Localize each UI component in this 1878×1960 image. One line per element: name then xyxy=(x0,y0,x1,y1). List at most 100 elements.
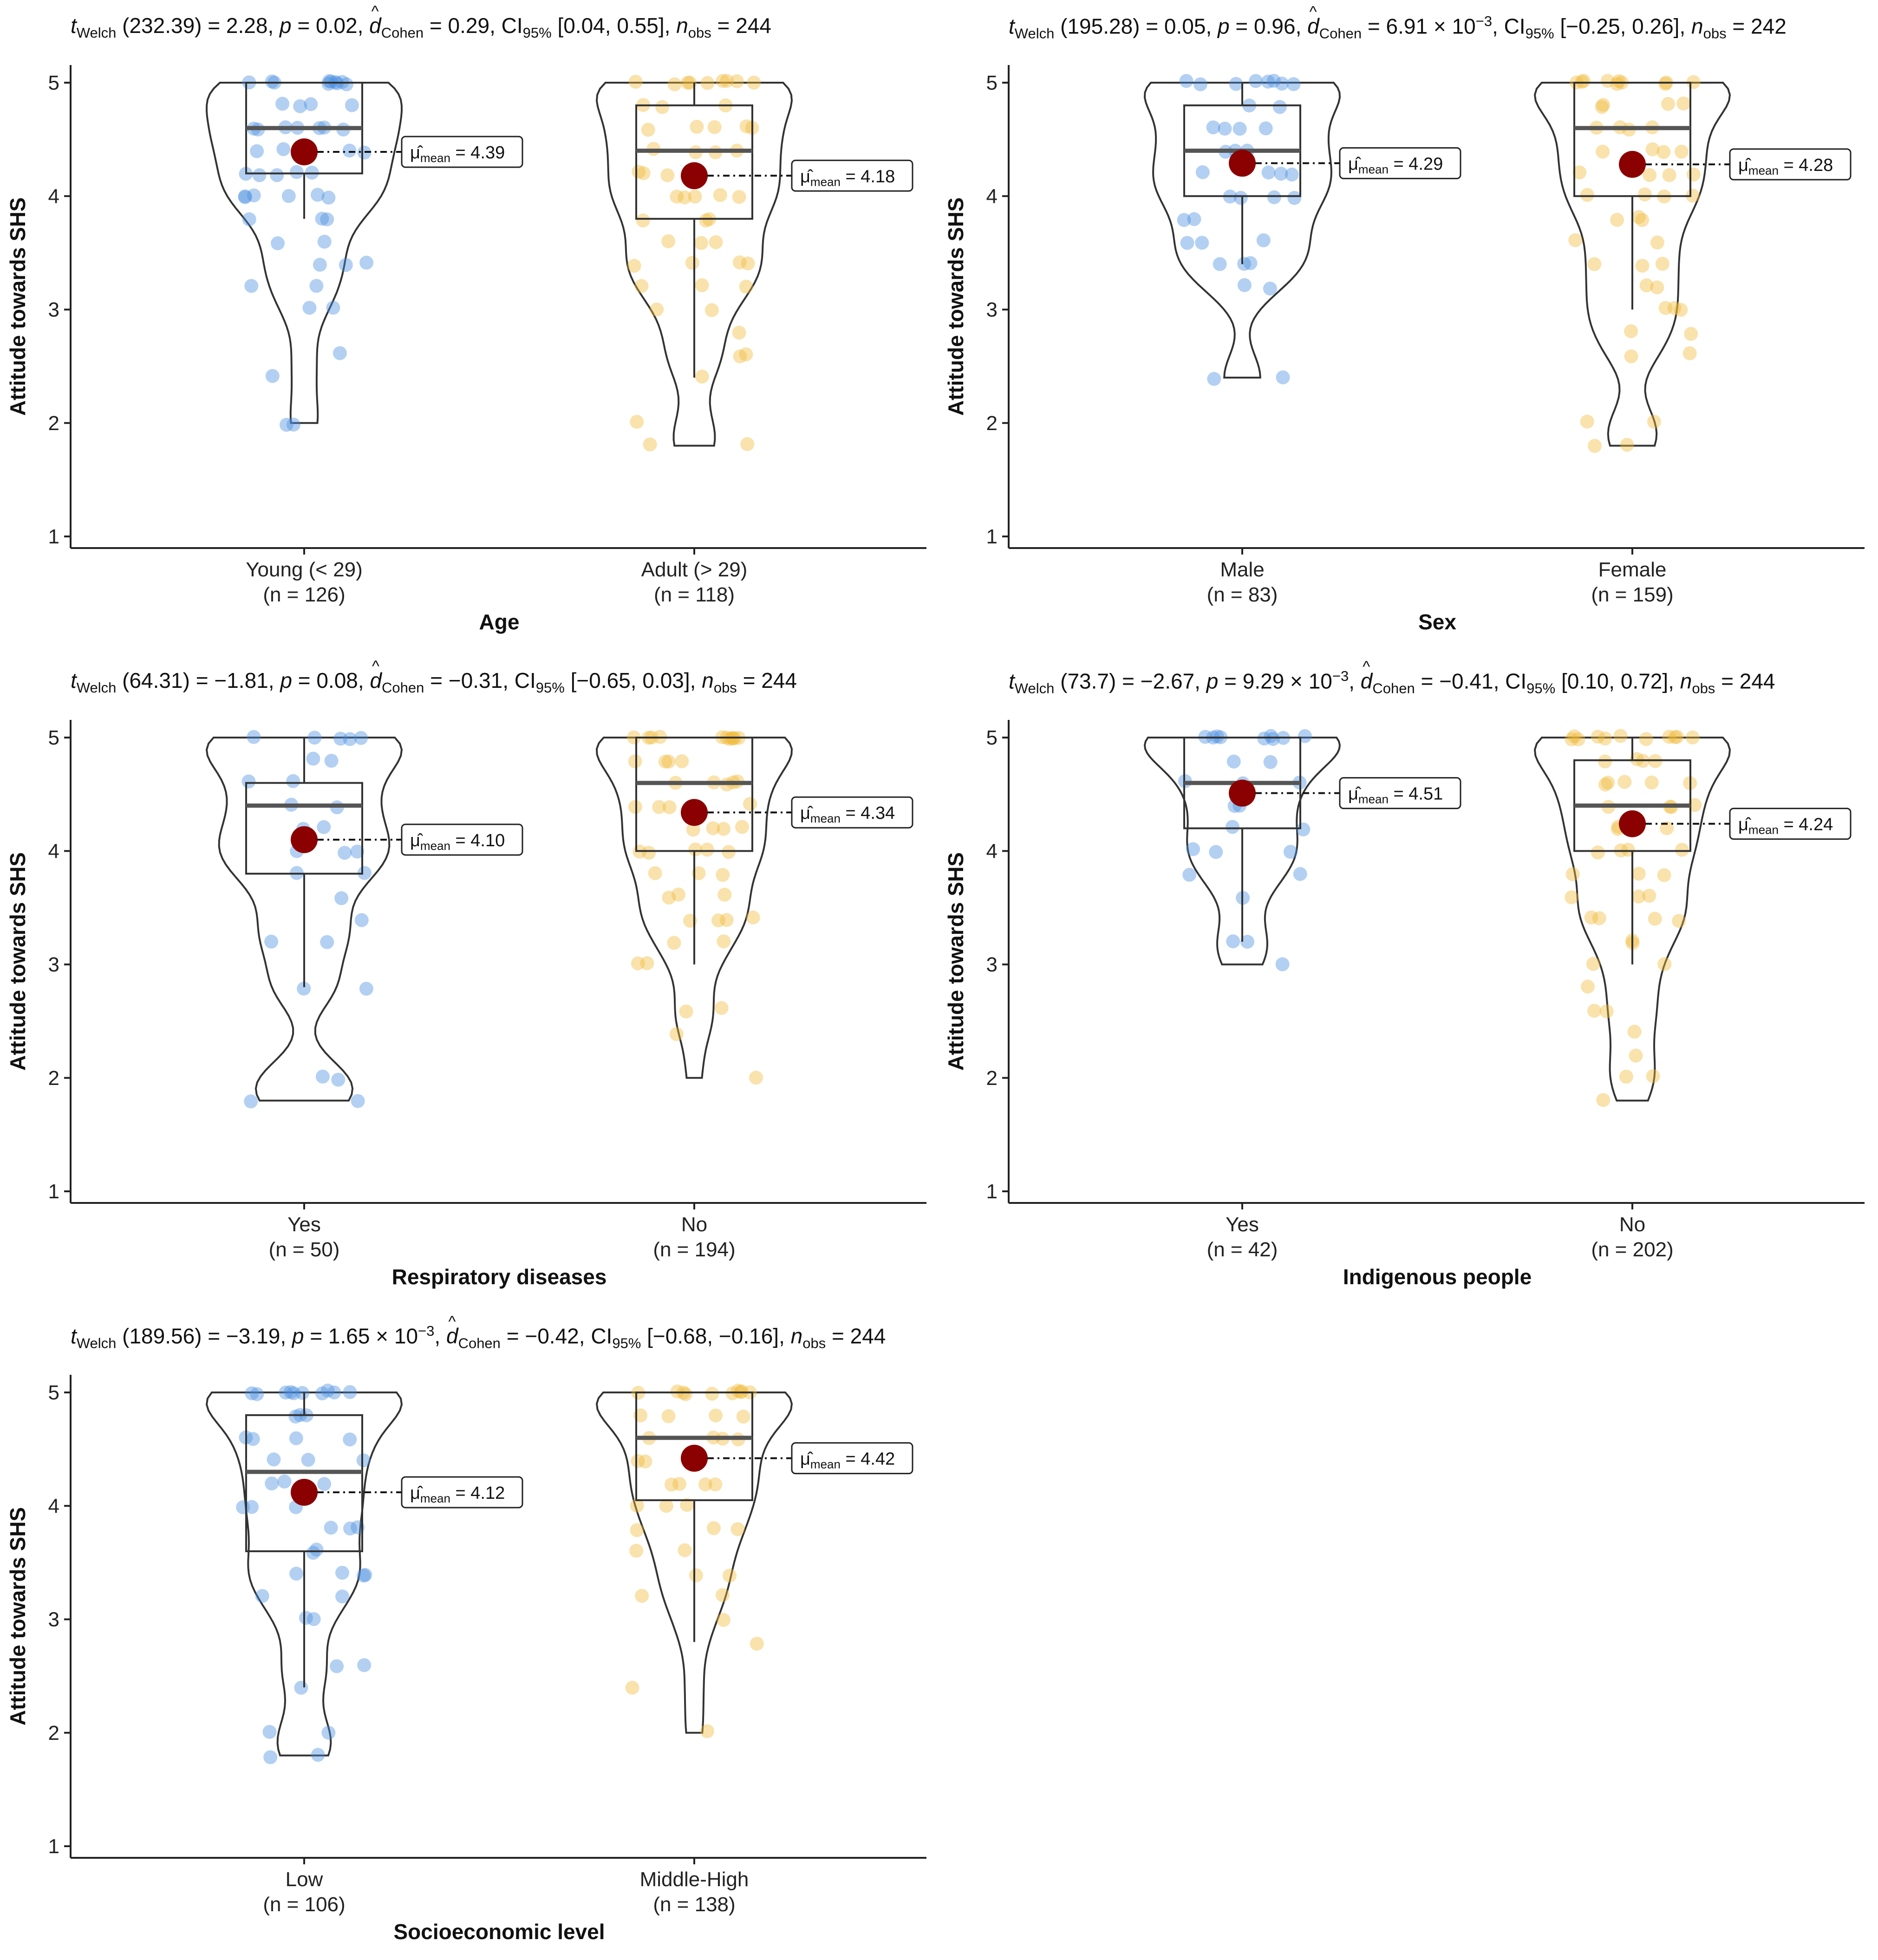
data-point xyxy=(1624,324,1638,339)
stat-ci: [0.10, 0.72] xyxy=(1561,669,1669,693)
y-tick-label: 1 xyxy=(48,525,59,548)
data-point xyxy=(1264,729,1278,743)
data-point xyxy=(1676,96,1691,111)
data-point xyxy=(688,189,702,204)
data-point xyxy=(267,1452,281,1467)
violin-1 xyxy=(595,82,793,447)
data-point xyxy=(636,166,651,180)
box-1 xyxy=(635,1392,753,1502)
data-point xyxy=(1643,168,1657,182)
data-point xyxy=(1611,74,1626,88)
data-point xyxy=(357,145,372,160)
data-point xyxy=(1226,754,1241,769)
stats-subtitle: tWelch (195.28) = 0.05, p = 0.96, dCohen… xyxy=(1009,3,1787,42)
mean-label-box xyxy=(401,1476,523,1509)
stat-nobs: 242 xyxy=(1751,14,1787,39)
data-point xyxy=(679,1004,693,1019)
data-point xyxy=(311,1748,325,1762)
group-label: Adult (> 29) xyxy=(641,558,748,581)
data-point xyxy=(640,956,654,970)
group-label: No xyxy=(1619,1213,1646,1236)
data-point xyxy=(1682,346,1697,360)
data-point xyxy=(634,279,649,293)
data-point xyxy=(287,1386,301,1400)
data-point xyxy=(732,255,747,269)
data-point xyxy=(247,188,261,203)
data-point xyxy=(652,800,666,814)
mean-label-box xyxy=(1729,808,1852,840)
data-point xyxy=(1588,439,1602,453)
data-point xyxy=(669,1027,684,1041)
data-point xyxy=(708,1477,723,1491)
mean-label: μ̂mean = 4.28 xyxy=(1738,156,1833,177)
data-point xyxy=(1226,820,1239,834)
data-point xyxy=(333,732,348,746)
data-point xyxy=(1298,729,1312,743)
data-point xyxy=(1620,438,1634,452)
data-point xyxy=(739,280,753,294)
data-point xyxy=(1657,868,1671,882)
data-point xyxy=(288,1409,303,1424)
mean-value: 4.10 xyxy=(470,831,505,850)
data-point xyxy=(263,1750,278,1764)
y-tick-label: 4 xyxy=(48,840,59,862)
mean-label: μ̂mean = 4.10 xyxy=(410,831,505,853)
mean-label: μ̂mean = 4.51 xyxy=(1348,784,1443,806)
data-point xyxy=(338,846,352,860)
data-point xyxy=(343,1385,357,1399)
group-label: Female xyxy=(1598,558,1667,581)
data-point xyxy=(709,1408,723,1423)
stat-d: 6.91 × 10 xyxy=(1386,14,1476,39)
data-point xyxy=(627,259,641,273)
data-point xyxy=(1598,732,1612,746)
y-tick-label: 4 xyxy=(48,1495,59,1517)
violin-0 xyxy=(1143,82,1341,379)
data-point xyxy=(1631,210,1646,224)
mean-label: μ̂mean = 4.24 xyxy=(1738,815,1833,837)
data-point xyxy=(717,934,731,948)
mean-equals: = xyxy=(1389,784,1408,804)
data-point xyxy=(335,1566,349,1580)
data-point xyxy=(244,279,259,293)
stat-d-exp: −3 xyxy=(1475,13,1493,29)
data-point xyxy=(689,1568,703,1582)
stat-ci: [0.04, 0.55] xyxy=(557,13,665,38)
group-label: Yes xyxy=(1226,1213,1259,1236)
mean-value: 4.42 xyxy=(861,1450,895,1469)
data-point xyxy=(1661,97,1675,111)
mean-label-box xyxy=(791,159,913,192)
data-point xyxy=(1237,278,1252,292)
data-point xyxy=(643,437,657,451)
data-point xyxy=(354,731,368,745)
data-point xyxy=(667,936,681,950)
mean-subscript: mean xyxy=(420,151,450,165)
data-point xyxy=(1195,165,1210,179)
data-point xyxy=(1644,775,1659,790)
data-point xyxy=(1261,165,1276,180)
data-point xyxy=(250,144,264,158)
x-tick-label-1: Middle-High (n = 138) xyxy=(601,1867,787,1917)
data-point xyxy=(675,754,689,768)
data-point xyxy=(714,1001,729,1015)
data-point xyxy=(648,866,662,880)
data-point xyxy=(636,213,650,228)
data-point xyxy=(317,1477,332,1491)
group-n: (n = 159) xyxy=(1591,583,1674,606)
data-point xyxy=(1180,236,1194,250)
group-n: (n = 42) xyxy=(1206,1238,1278,1261)
data-point xyxy=(1591,730,1605,744)
data-point xyxy=(678,1543,692,1557)
data-point xyxy=(1283,845,1298,859)
chart-svg: 1 2 3 4 5 μ̂mean = 4.39 μ̂mean = 4.18 xyxy=(48,65,926,555)
data-point xyxy=(733,349,747,364)
stat-nobs: 244 xyxy=(1739,669,1775,693)
data-point xyxy=(625,1680,639,1695)
data-point xyxy=(1193,77,1207,91)
data-point xyxy=(356,1453,371,1468)
data-point xyxy=(238,190,252,204)
mean-label-box xyxy=(791,796,913,829)
data-point xyxy=(690,120,704,134)
group-n: (n = 138) xyxy=(653,1893,736,1916)
mean-value: 4.28 xyxy=(1799,156,1833,175)
mean-value: 4.34 xyxy=(861,804,895,823)
